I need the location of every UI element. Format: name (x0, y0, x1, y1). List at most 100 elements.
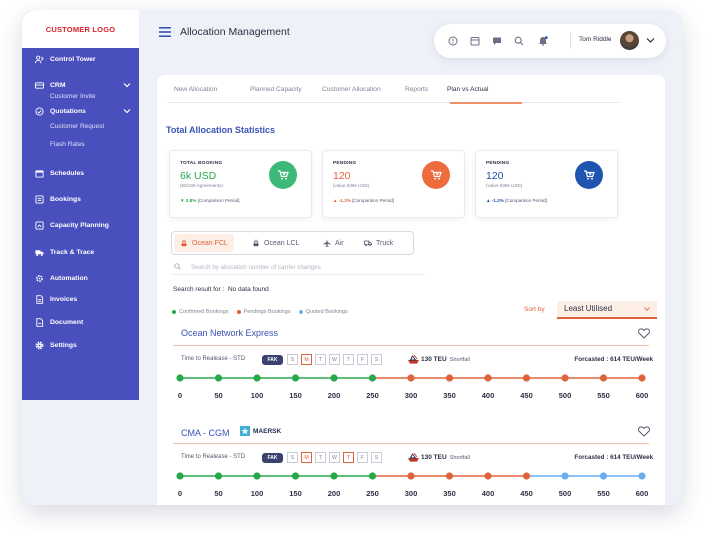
track-point[interactable] (599, 472, 608, 480)
heart-icon[interactable] (638, 426, 650, 437)
heart-icon[interactable] (638, 328, 650, 339)
sidebar-item-settings[interactable]: Settings (34, 340, 77, 351)
track-point[interactable] (638, 374, 646, 382)
track-point[interactable] (407, 374, 415, 382)
sidebar-item-document[interactable]: Document (34, 317, 83, 328)
weekday-toggle[interactable]: W (329, 452, 340, 463)
weekday-toggle[interactable]: S (371, 354, 382, 365)
sidebar-item-flash-rates[interactable]: Flash Rates (50, 141, 85, 148)
calendar-icon (34, 168, 45, 179)
mode-label: Ocean FCL (192, 239, 228, 247)
track-point[interactable] (253, 472, 261, 480)
stat-change: ▲ -1.2% [Comparison Period] (486, 198, 547, 203)
tab-reports[interactable]: Reports (405, 86, 429, 93)
release-time-label: Time to Realease - STD (181, 454, 246, 460)
weekday-toggle[interactable]: W (329, 354, 340, 365)
track-point[interactable] (522, 374, 531, 382)
stat-change: ▲ -1.2% [Comparison Period] (333, 198, 394, 203)
mode-air[interactable]: Air (317, 234, 350, 252)
weekday-toggle[interactable]: S (287, 354, 298, 365)
sidebar-item-track-trace[interactable]: Track & Trace (34, 247, 94, 258)
sidebar-item-label: Document (50, 319, 84, 326)
track-point[interactable] (407, 472, 415, 480)
weekday-toggle[interactable]: F (357, 452, 368, 463)
sidebar-item-customer-request[interactable]: Customer Request (50, 123, 105, 130)
carrier-name[interactable]: Ocean Network Express (181, 328, 278, 338)
track-point[interactable] (214, 374, 223, 382)
sidebar-item-bookings[interactable]: Bookings (34, 194, 81, 205)
sort-value: Least Utilised (564, 304, 613, 313)
sidebar: CUSTOMER LOGO Control Tower CRM Customer… (22, 10, 139, 400)
track-point[interactable] (176, 472, 184, 480)
bell-icon[interactable] (538, 36, 548, 46)
track-point[interactable] (253, 374, 261, 382)
sidebar-item-invoices[interactable]: Invoices (34, 294, 77, 305)
track-point[interactable] (330, 374, 338, 382)
weekday-toggle[interactable]: T (343, 354, 354, 365)
track-point[interactable] (291, 374, 300, 382)
weekday-toggle[interactable]: S (287, 452, 298, 463)
calendar-icon[interactable] (470, 36, 480, 46)
sidebar-item-schedules[interactable]: Schedules (34, 168, 84, 179)
track-point[interactable] (638, 472, 646, 480)
sidebar-item-control-tower[interactable]: Control Tower (34, 54, 96, 65)
tab-customer-allocation[interactable]: Customer Allocation (322, 86, 381, 93)
weekday-toggle[interactable]: S (371, 452, 382, 463)
track-point[interactable] (368, 374, 377, 382)
tab-new-allocation[interactable]: New Allocation (174, 86, 218, 93)
track-point[interactable] (484, 374, 492, 382)
track-point[interactable] (368, 472, 377, 480)
track-point[interactable] (561, 374, 569, 382)
weekday-toggle[interactable]: M (301, 354, 312, 365)
sidebar-item-automation[interactable]: Automation (34, 273, 88, 284)
track-tick-label: 500 (559, 391, 572, 400)
menu-icon[interactable] (159, 27, 171, 37)
tab-planned-capacity[interactable]: Planned Capacity (250, 86, 302, 93)
search-input[interactable] (191, 261, 411, 273)
chevron-down-icon[interactable] (646, 37, 655, 44)
legend-label: Quoted Bookings (305, 309, 348, 315)
carrier-name[interactable]: CMA - CGM MAERSK (181, 426, 281, 438)
weekday-toggle[interactable]: M (301, 452, 312, 463)
track-tick-label: 600 (636, 489, 649, 498)
search-icon[interactable] (514, 36, 524, 46)
avatar[interactable] (620, 31, 639, 50)
sidebar-item-quotations[interactable]: Quotations (34, 106, 86, 117)
track-tick-label: 150 (289, 489, 302, 498)
mode-ocean-fcl[interactable]: Ocean FCL (174, 234, 234, 252)
chat-icon[interactable] (492, 36, 502, 46)
sidebar-item-customer-invite[interactable]: Customer Invite (50, 93, 96, 100)
allocation-track: 0 50 100 150 200 250 300 350 400 450 500 550 600 (176, 472, 649, 498)
quotations-chevron-icon[interactable] (123, 107, 131, 115)
sidebar-item-crm[interactable]: CRM (34, 80, 65, 91)
track-point[interactable] (599, 374, 608, 382)
stat-label: PENDING (486, 161, 510, 166)
teu-shortfall: 130 TEU Shortfall (421, 454, 470, 461)
tab-plan-vs-actual[interactable]: Plan vs Actual (447, 86, 489, 93)
mode-ocean-lcl[interactable]: Ocean LCL (246, 234, 305, 252)
mode-truck[interactable]: Truck (358, 234, 399, 252)
crm-chevron-icon[interactable] (123, 81, 131, 89)
user-name[interactable]: Tom Riddle (579, 36, 612, 43)
stat-change-suffix: [Comparison Period] (197, 198, 240, 203)
weekday-toggle[interactable]: T (315, 354, 326, 365)
sort-dropdown[interactable]: Least Utilised (557, 301, 657, 319)
track-point[interactable] (291, 472, 300, 480)
track-point[interactable] (214, 472, 223, 480)
track-point[interactable] (445, 472, 454, 480)
release-time-label: Time to Realease - STD (181, 356, 246, 362)
weekday-toggle[interactable]: T (315, 452, 326, 463)
track-point[interactable] (484, 472, 492, 480)
help-icon[interactable] (448, 36, 458, 46)
weekday-toggle[interactable]: T (343, 452, 354, 463)
sidebar-item-capacity-planning[interactable]: Capacity Planning (34, 220, 109, 231)
track-point[interactable] (522, 472, 531, 480)
track-point[interactable] (330, 472, 338, 480)
track-point[interactable] (561, 472, 569, 480)
legend-pending: Pendings Bookings (236, 309, 291, 315)
track-point[interactable] (176, 374, 184, 382)
track-point[interactable] (445, 374, 454, 382)
bookings-icon (34, 194, 45, 205)
truck-icon (364, 240, 372, 247)
weekday-toggle[interactable]: F (357, 354, 368, 365)
